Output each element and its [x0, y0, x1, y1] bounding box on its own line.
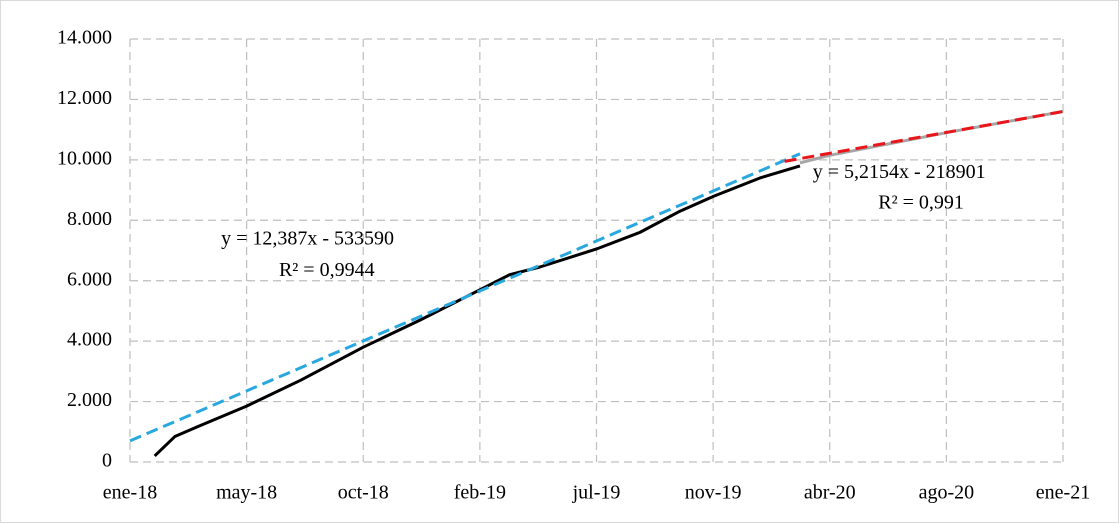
- trend-line: [129, 152, 801, 443]
- grid: [129, 38, 1064, 463]
- y-tick-label: 12.000: [57, 87, 112, 109]
- y-tick-label: 10.000: [57, 147, 112, 169]
- annotation: R² = 0,991: [878, 191, 964, 213]
- x-tick-label: ene-18: [103, 482, 157, 504]
- x-tick-label: ago-20: [919, 482, 975, 504]
- annotation: R² = 0,9944: [279, 259, 375, 281]
- series-line: [153, 164, 801, 458]
- x-tick-label: feb-19: [454, 482, 506, 504]
- y-tick-label: 6.000: [67, 268, 112, 290]
- labels: 0 2.000 4.000 6.000 8.000 10.000 12.000 14.000 e…: [57, 27, 1090, 504]
- trend-line: [784, 110, 1064, 163]
- y-tick-label: 14.000: [57, 27, 112, 49]
- annotation: y = 12,387x - 533590: [221, 228, 394, 250]
- x-tick-label: jul-19: [572, 482, 621, 504]
- annotation: y = 5,2154x - 218901: [813, 161, 986, 183]
- x-tick-label: abr-20: [804, 482, 856, 504]
- x-tick-label: ene-21: [1036, 482, 1090, 504]
- y-tick-label: 8.000: [67, 208, 112, 230]
- x-tick-label: oct-18: [338, 482, 389, 504]
- x-tick-label: nov-19: [685, 482, 742, 504]
- y-tick-label: 4.000: [67, 329, 112, 351]
- lines: [129, 110, 1064, 458]
- x-tick-label: may-18: [216, 482, 277, 504]
- y-tick-label: 2.000: [67, 389, 112, 411]
- y-tick-label: 0: [102, 450, 112, 472]
